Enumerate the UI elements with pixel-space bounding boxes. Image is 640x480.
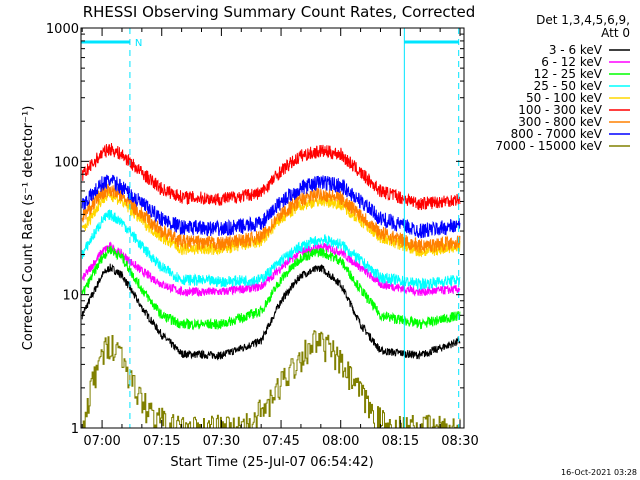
y-tick-label: 100: [54, 155, 79, 170]
x-axis: 07:00 07:15 07:30 07:45 08:00 08:15 08:30: [81, 28, 479, 449]
legend-label-300-800-kev: 300 - 800 keV: [518, 115, 602, 129]
legend-label-25-50-kev: 25 - 50 keV: [534, 79, 603, 93]
y-tick-label: 10: [62, 289, 79, 304]
x-tick-label: 08:00: [322, 434, 359, 449]
y-tick-label: 1000: [46, 22, 79, 37]
series-line-50-100-kev: [81, 188, 461, 258]
y-axis-label: Corrected Count Rate (s⁻¹ detector⁻¹): [21, 106, 36, 351]
series-line-100-300-kev: [81, 142, 461, 211]
series-line-300-800-kev: [81, 183, 461, 254]
series-line-25-50-kev: [81, 209, 461, 292]
timestamp: 16-Oct-2021 03:28: [561, 468, 637, 477]
y-axis: 1 10 100 1000: [46, 22, 464, 437]
x-tick-label: 07:00: [83, 434, 120, 449]
legend-label-7000-15000-kev: 7000 - 15000 keV: [495, 139, 602, 153]
x-tick-label: 08:15: [382, 434, 419, 449]
legend-label-12-25-kev: 12 - 25 keV: [534, 67, 603, 81]
legend-label-50-100-kev: 50 - 100 keV: [526, 91, 603, 105]
x-tick-label: 08:30: [441, 434, 478, 449]
legend-label-800-7000-kev: 800 - 7000 keV: [511, 127, 603, 141]
legend-label-100-300-kev: 100 - 300 keV: [518, 103, 602, 117]
chart-title: RHESSI Observing Summary Count Rates, Co…: [83, 3, 476, 21]
x-tick-label: 07:15: [143, 434, 180, 449]
legend-label-6-12-kev: 6 - 12 keV: [541, 55, 603, 69]
legend-header-line-2: Att 0: [601, 26, 630, 40]
series-line-12-25-kev: [81, 245, 461, 331]
legend-header-line-1: Det 1,3,4,5,6,9,: [536, 13, 630, 27]
flag-label: N: [135, 38, 142, 49]
series-line-3-6-kev: [81, 263, 461, 361]
x-tick-label: 07:45: [262, 434, 299, 449]
legend-label-3-6-kev: 3 - 6 keV: [549, 43, 603, 57]
x-axis-label: Start Time (25-Jul-07 06:54:42): [170, 455, 373, 470]
series-line-800-7000-kev: [81, 174, 461, 239]
plot-frame: [80, 27, 465, 429]
x-tick-label: 07:30: [203, 434, 240, 449]
y-tick-label: 1: [71, 422, 79, 437]
